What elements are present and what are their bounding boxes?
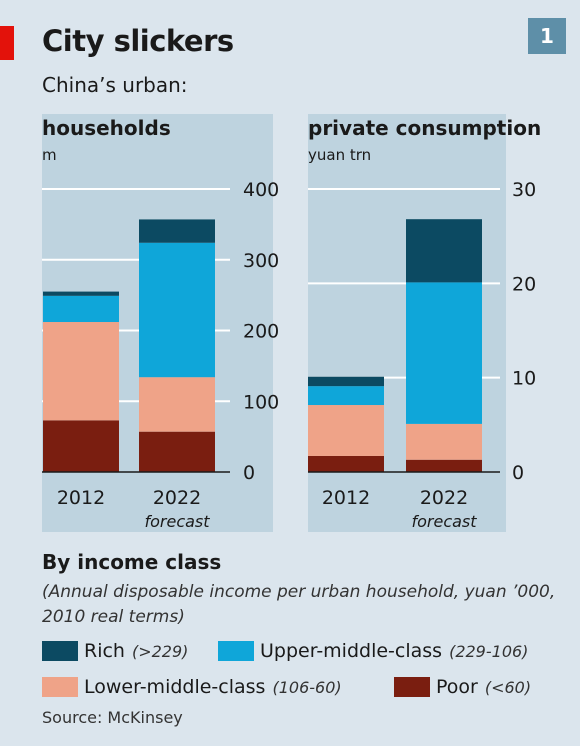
legend-range-upper-middle: (229-106) xyxy=(449,641,529,661)
chart-subtitle: China’s urban: xyxy=(42,73,188,97)
legend-label-lower-middle: Lower-middle-class xyxy=(84,676,266,698)
chart-title: City slickers xyxy=(42,24,234,58)
legend-swatch-rich xyxy=(42,641,78,661)
legend-range-rich: (>229) xyxy=(131,641,189,661)
bar-segment-consumption-2012-rich xyxy=(308,376,384,387)
ytick-label-households-100: 100 xyxy=(243,391,279,413)
bar-segment-consumption-2022-rich xyxy=(406,219,482,283)
bar-segment-households-2012-upper-middle-class xyxy=(43,295,119,323)
legend-title: By income class xyxy=(42,550,222,574)
panel-title-households: households xyxy=(42,116,171,140)
bar-segment-consumption-2022-upper-middle-class xyxy=(406,282,482,424)
ytick-label-households-400: 400 xyxy=(243,179,279,201)
legend-label-rich: Rich xyxy=(84,640,125,662)
ytick-label-households-300: 300 xyxy=(243,250,279,272)
bar-segment-households-2012-lower-middle-class xyxy=(43,322,119,421)
bar-segment-consumption-2022-lower-middle-class xyxy=(406,423,482,460)
bar-segment-households-2022-lower-middle-class xyxy=(139,377,215,432)
legend-item-poor: Poor (<60) xyxy=(394,676,531,698)
panel-title-consumption: private consumption xyxy=(308,116,541,140)
legend-note: (Annual disposable income per urban hous… xyxy=(42,582,556,627)
ytick-label-households-0: 0 xyxy=(243,462,255,484)
ytick-label-consumption-20: 20 xyxy=(512,273,536,295)
legend-label-poor: Poor xyxy=(436,676,478,698)
legend-swatch-lower-middle xyxy=(42,677,78,697)
ytick-label-consumption-0: 0 xyxy=(512,462,524,484)
legend-swatch-poor xyxy=(394,677,430,697)
ytick-label-households-200: 200 xyxy=(243,321,279,343)
bar-segment-consumption-2022-poor xyxy=(406,459,482,472)
xtick-label-consumption-2022: 2022 xyxy=(420,487,468,509)
legend-item-upper-middle: Upper-middle-class (229-106) xyxy=(218,640,528,662)
xtick-label-consumption-2012: 2012 xyxy=(322,487,370,509)
bar-segment-consumption-2012-poor xyxy=(308,455,384,472)
legend-item-lower-middle: Lower-middle-class (106-60) xyxy=(42,676,342,698)
xtick-note-households-2022: forecast xyxy=(144,512,210,531)
xtick-note-consumption-2022: forecast xyxy=(411,512,477,531)
bar-segment-households-2022-rich xyxy=(139,219,215,243)
bar-segment-households-2012-poor xyxy=(43,420,119,472)
legend-range-poor: (<60) xyxy=(484,677,532,697)
source-note: Source: McKinsey xyxy=(42,708,183,727)
legend-label-upper-middle: Upper-middle-class xyxy=(260,640,443,662)
xtick-label-households-2022: 2022 xyxy=(153,487,201,509)
legend-range-lower-middle: (106-60) xyxy=(272,677,342,697)
bar-segment-households-2012-rich xyxy=(43,291,119,296)
bar-segment-consumption-2012-lower-middle-class xyxy=(308,405,384,456)
bar-segment-households-2022-upper-middle-class xyxy=(139,242,215,378)
ytick-label-consumption-30: 30 xyxy=(512,179,536,201)
unit-label-consumption: yuan trn xyxy=(308,146,371,164)
bar-segment-consumption-2012-upper-middle-class xyxy=(308,386,384,406)
legend-item-rich: Rich (>229) xyxy=(42,640,188,662)
unit-label-households: m xyxy=(42,146,57,164)
brand-tab xyxy=(0,26,14,60)
ytick-label-consumption-10: 10 xyxy=(512,368,536,390)
xtick-label-households-2012: 2012 xyxy=(57,487,105,509)
chart-number-badge: 1 xyxy=(528,18,566,54)
bar-segment-households-2022-poor xyxy=(139,431,215,472)
legend-swatch-upper-middle xyxy=(218,641,254,661)
